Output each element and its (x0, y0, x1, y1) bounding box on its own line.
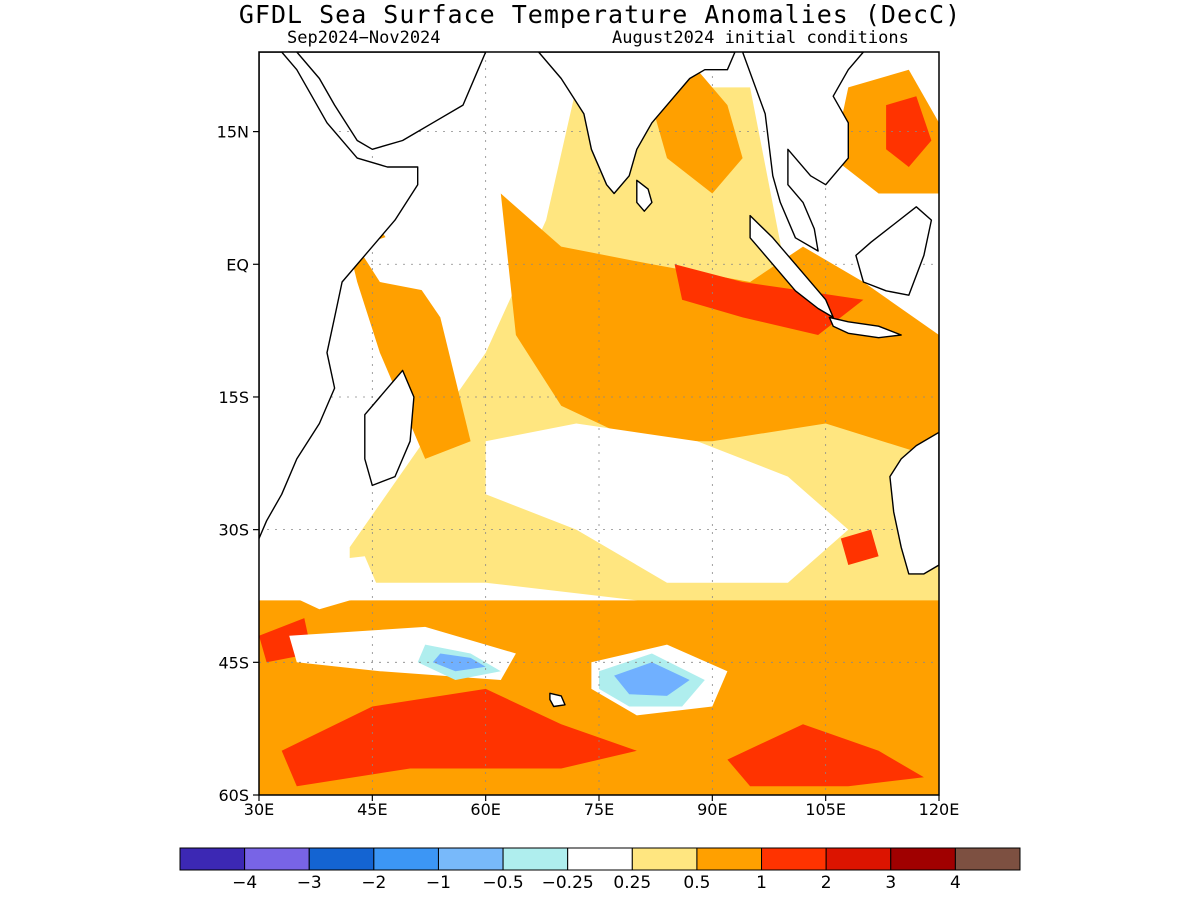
land-kerguelen (549, 692, 566, 708)
lat-tick-label-0: 15N (217, 123, 249, 142)
lon-tick-label-4: 90E (697, 800, 727, 819)
anomaly-region-8 (281, 688, 637, 787)
colorbar-swatch-8 (696, 847, 763, 871)
colorbar-label-2: −2 (361, 873, 386, 893)
land-madagascar (364, 369, 415, 487)
colorbar-swatch-3 (373, 847, 439, 871)
land-southeast-asia (741, 52, 865, 252)
map-title: GFDL Sea Surface Temperature Anomalies (… (238, 0, 962, 29)
lon-tick-label-3: 75E (584, 800, 614, 819)
lon-tick-label-6: 120E (919, 800, 960, 819)
initial-conditions: August2024 initial conditions (612, 28, 909, 48)
land-australia (889, 431, 939, 575)
anomaly-region-15 (281, 556, 380, 610)
forecast-period: Sep2024−Nov2024 (287, 28, 441, 48)
anomaly-region-6 (674, 264, 864, 335)
anomaly-region-20 (614, 662, 690, 696)
colorbar-swatch-7 (631, 847, 698, 871)
lat-tick-label-4: 45S (218, 653, 249, 672)
anomaly-region-13 (485, 423, 849, 583)
anomaly-region-2 (651, 69, 743, 194)
colorbar-label-6: 0.25 (613, 873, 651, 893)
colorbar-swatch-6 (567, 847, 633, 871)
land-sri-lanka (636, 179, 653, 212)
land-africa (259, 52, 419, 540)
anomaly-map (259, 69, 939, 795)
colorbar-label-0: −4 (232, 873, 257, 893)
lon-tick-label-1: 45E (357, 800, 387, 819)
lon-tick-label-2: 60E (470, 800, 500, 819)
colorbar-label-10: 3 (885, 873, 896, 893)
colorbar-swatch-4 (437, 847, 504, 871)
colorbar-label-7: 0.5 (683, 873, 710, 893)
land-sumatra (749, 214, 834, 319)
coastlines (259, 52, 939, 708)
colorbar-label-1: −3 (297, 873, 322, 893)
lat-tick-label-1: EQ (226, 255, 249, 274)
lat-tick-label-5: 60S (218, 786, 249, 805)
colorbar-label-8: 1 (756, 873, 767, 893)
colorbar-swatch-5 (502, 847, 569, 871)
land-java (828, 316, 902, 339)
colorbar-swatch-0 (179, 847, 246, 871)
colorbar-label-3: −1 (426, 873, 451, 893)
colorbar-label-11: 4 (950, 873, 961, 893)
lat-tick-label-3: 30S (218, 521, 249, 540)
lat-tick-label-2: 15S (218, 388, 249, 407)
colorbar-swatch-10 (825, 847, 892, 871)
anomaly-region-11 (840, 529, 879, 565)
land-borneo (855, 206, 933, 296)
colorbar-swatch-1 (244, 847, 310, 871)
lon-tick-label-5: 105E (805, 800, 846, 819)
colorbar: −4 −3 −2 −1 −0.5 −0.25 0.25 0.5 1 2 3 4 (179, 847, 1021, 893)
anomaly-region-4 (342, 220, 471, 459)
lon-tick-label-0: 30E (244, 800, 274, 819)
colorbar-swatch-2 (308, 847, 375, 871)
land-arabia (296, 52, 487, 151)
colorbar-label-4: −0.5 (482, 873, 523, 893)
anomaly-region-1 (500, 193, 939, 459)
land-india (537, 52, 736, 195)
anomaly-region-9 (727, 724, 924, 787)
colorbar-label-5: −0.25 (542, 873, 594, 893)
colorbar-swatch-9 (761, 847, 827, 871)
colorbar-swatch-12 (954, 847, 1021, 871)
colorbar-swatch-11 (890, 847, 956, 871)
colorbar-label-9: 2 (821, 873, 832, 893)
anomaly-region-14 (357, 228, 448, 291)
map-axes: 30E 45E 60E 75E 90E 105E 120E 15N EQ 15S 30S 45S 60S (217, 123, 960, 819)
